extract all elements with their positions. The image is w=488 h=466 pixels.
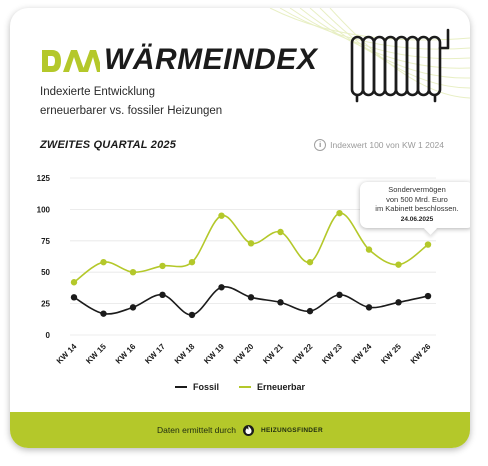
data-point-fossil [336,291,343,299]
data-point-erneuerbar [365,246,373,253]
x-tick-label: KW 15 [84,342,108,366]
x-tick-label: KW 18 [173,342,197,366]
data-point-erneuerbar [395,261,402,268]
data-point-fossil [70,294,78,301]
data-point-fossil [424,292,432,300]
tooltip-line-1: Sondervermögen [388,185,446,194]
x-tick-label: KW 23 [320,342,344,366]
y-tick-label: 25 [41,300,50,309]
data-point-fossil [247,294,255,301]
footer-brand: HEIZUNGSFINDER [260,426,323,434]
x-tick-label: KW 14 [55,342,79,366]
series-line-fossil [73,285,429,316]
footer-bar: Daten ermittelt durch HEIZUNGSFINDER [10,412,470,448]
tooltip-date: 24.06.2025 [400,215,434,223]
flame-icon [242,424,254,436]
y-tick-label: 100 [37,205,51,214]
chart-card: WÄRMEINDEX Indexierte Entwicklung erneue… [10,8,470,448]
info-icon: i [314,139,327,151]
data-point-erneuerbar [70,279,78,286]
x-tick-label: KW 16 [114,342,138,366]
data-point-fossil [159,291,166,299]
data-point-erneuerbar [247,240,255,247]
radiator-illustration [269,8,470,103]
tooltip-line-3: im Kabinett beschlossen. [375,204,459,213]
data-point-fossil [100,310,107,317]
data-point-erneuerbar [188,258,196,266]
legend-swatch-fossil [174,386,187,388]
subtitle-line-1: Indexierte Entwicklung [40,86,156,98]
data-point-fossil [277,299,284,306]
index-note-text: Indexwert 100 von KW 1 2024 [330,140,444,150]
data-point-erneuerbar [306,258,314,266]
data-point-fossil [365,304,373,311]
data-point-erneuerbar [336,209,343,217]
page-title: WÄRMEINDEX [104,43,318,76]
data-point-fossil [306,307,314,315]
x-tick-label: KW 21 [261,342,285,366]
y-tick-label: 50 [41,268,50,277]
subtitle-line-2: erneuerbarer vs. fossiler Heizungen [40,105,223,117]
footer-text: Daten ermittelt durch [157,425,236,435]
data-point-fossil [188,311,196,319]
x-tick-label: KW 17 [143,342,167,366]
legend-swatch-erneuerbar [238,386,251,388]
data-point-erneuerbar [424,241,432,248]
x-tick-label: KW 20 [232,342,256,366]
legend-label-fossil: Fossil [192,382,219,392]
x-tick-label: KW 19 [202,342,226,366]
x-tick-label: KW 24 [350,342,374,366]
period-label: ZWEITES QUARTAL 2025 [40,139,177,151]
index-note: i Indexwert 100 von KW 1 2024 [314,139,444,151]
data-point-erneuerbar [129,269,137,276]
daa-logo [42,50,100,72]
data-point-erneuerbar [218,212,225,219]
y-tick-label: 125 [37,174,51,183]
data-point-erneuerbar [159,262,166,270]
legend-item-erneuerbar: Erneuerbar [238,382,306,392]
data-point-erneuerbar [277,228,284,236]
data-point-fossil [129,304,137,311]
x-tick-label: KW 22 [291,342,315,366]
y-tick-label: 0 [46,331,51,340]
legend-label-erneuerbar: Erneuerbar [256,382,306,392]
tooltip-line-2: von 500 Mrd. Euro [386,194,448,204]
legend-item-fossil: Fossil [174,382,219,392]
data-point-fossil [218,284,225,291]
x-tick-label: KW 26 [409,342,433,366]
event-tooltip: Sondervermögen von 500 Mrd. Euro im Kabi… [360,182,470,235]
y-tick-label: 75 [41,237,50,246]
x-tick-label: KW 25 [379,342,403,366]
data-point-erneuerbar [100,258,107,266]
data-point-fossil [395,299,402,306]
chart-legend: Fossil Erneuerbar [10,382,470,392]
